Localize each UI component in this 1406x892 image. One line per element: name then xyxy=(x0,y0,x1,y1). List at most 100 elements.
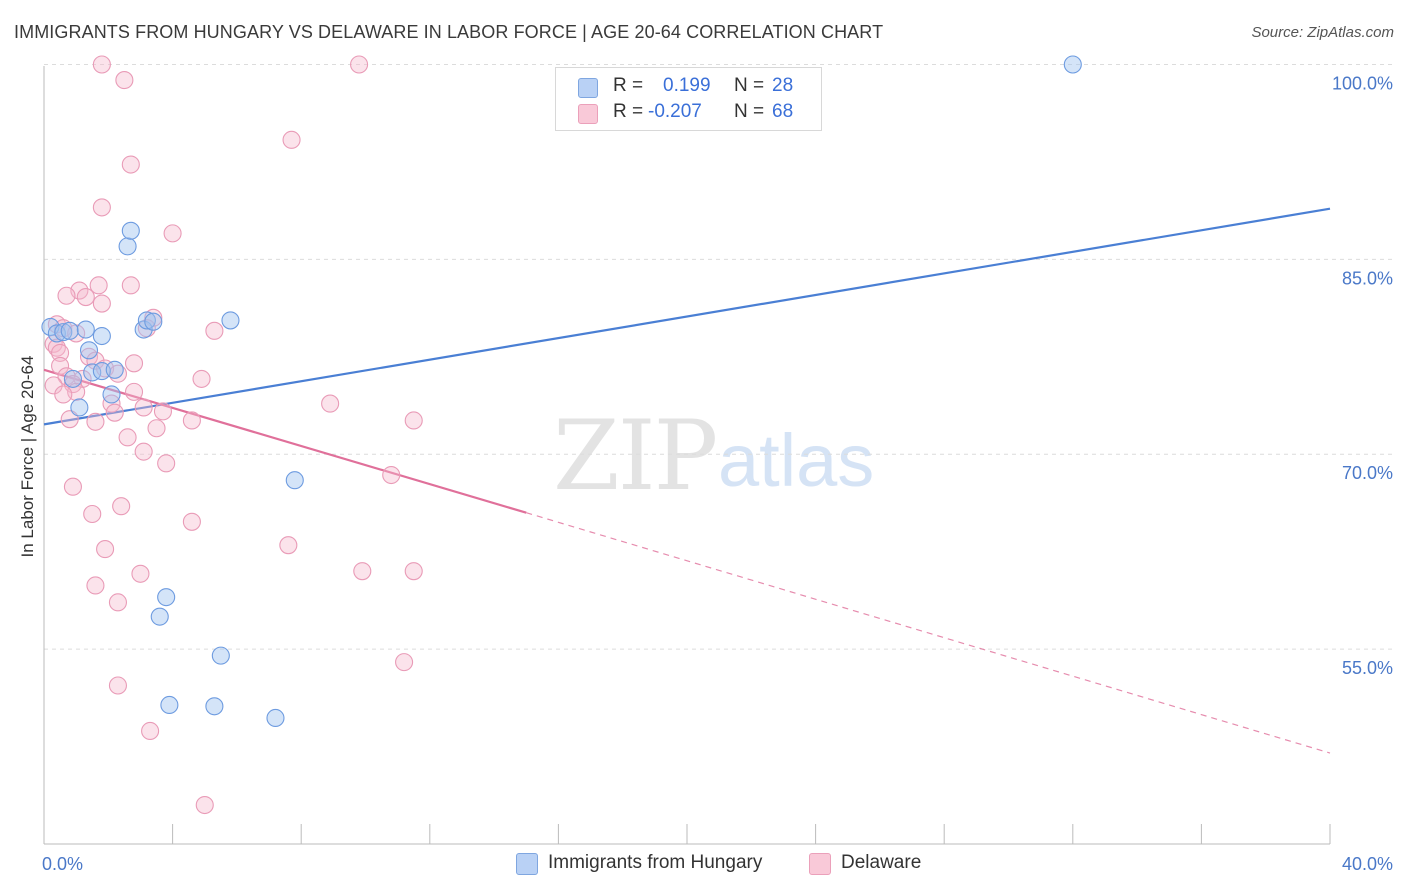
data-point-hungary xyxy=(92,326,111,346)
legend-r-value-hungary: 0.199 xyxy=(663,75,711,96)
legend-n-value-hungary: 28 xyxy=(772,75,794,96)
data-point-delaware xyxy=(115,71,134,90)
data-point-delaware xyxy=(54,385,73,404)
y-tick-label: 55.0% xyxy=(1342,658,1393,678)
data-point-delaware xyxy=(124,382,144,401)
bottom-legend-label-hungary: Immigrants from Hungary xyxy=(548,852,763,873)
grid-lines xyxy=(44,63,1392,650)
data-point-delaware xyxy=(182,512,201,531)
data-point-delaware xyxy=(205,321,224,340)
data-point-hungary xyxy=(70,398,89,417)
x-tick-label: 40.0% xyxy=(1342,854,1393,874)
data-point-hungary xyxy=(266,708,285,728)
data-point-hungary xyxy=(102,385,121,404)
data-point-delaware xyxy=(124,354,144,373)
data-point-hungary xyxy=(54,323,73,342)
data-point-delaware xyxy=(353,562,372,581)
data-point-delaware xyxy=(86,576,105,595)
data-point-hungary xyxy=(144,312,163,331)
legend-n-label: N = xyxy=(734,101,765,122)
y-axis-title: In Labor Force | Age 20-64 xyxy=(18,356,37,558)
y-tick-label: 70.0% xyxy=(1342,463,1393,483)
data-point-delaware xyxy=(47,338,66,357)
data-point-delaware xyxy=(131,564,150,583)
trend-line-hungary xyxy=(43,207,1331,426)
data-point-hungary xyxy=(211,646,230,665)
x-tick-label: 0.0% xyxy=(42,854,83,874)
data-point-delaware xyxy=(63,477,82,496)
data-point-delaware xyxy=(44,376,63,395)
data-point-hungary xyxy=(105,360,124,379)
data-point-delaware xyxy=(404,411,423,430)
data-point-delaware xyxy=(350,55,369,74)
data-point-delaware xyxy=(157,454,176,473)
bottom-legend-swatch-delaware xyxy=(809,853,831,875)
legend-r-value-delaware: -0.207 xyxy=(648,101,702,122)
legend-r-label: R = xyxy=(613,101,644,122)
data-point-delaware xyxy=(279,536,298,555)
data-point-delaware xyxy=(153,402,173,421)
chart-title: IMMIGRANTS FROM HUNGARY VS DELAWARE IN L… xyxy=(14,22,884,42)
legend-n-value-delaware: 68 xyxy=(772,101,794,122)
data-point-delaware xyxy=(92,55,111,74)
data-point-hungary xyxy=(137,311,156,330)
data-point-delaware xyxy=(108,593,127,612)
data-point-delaware xyxy=(57,286,76,305)
bottom-legend-swatch-hungary xyxy=(516,853,538,875)
data-point-delaware xyxy=(382,465,401,485)
data-point-delaware xyxy=(92,198,111,217)
data-point-delaware xyxy=(108,676,127,695)
legend-n-label: N = xyxy=(734,75,765,96)
bottom-legend-label-delaware: Delaware xyxy=(841,852,922,873)
data-point-hungary xyxy=(1063,55,1082,74)
data-point-delaware xyxy=(112,497,131,516)
data-point-delaware xyxy=(163,224,182,243)
data-point-hungary xyxy=(150,607,169,626)
data-point-delaware xyxy=(51,356,70,375)
data-point-delaware xyxy=(105,403,124,422)
legend-r-label: R = xyxy=(613,75,644,96)
data-point-delaware xyxy=(404,562,423,581)
data-point-hungary xyxy=(79,341,99,360)
data-point-delaware xyxy=(121,155,140,174)
trend-line-delaware xyxy=(43,368,527,514)
axes xyxy=(43,66,1331,845)
data-point-delaware xyxy=(192,369,211,388)
watermark-zip: ZIP xyxy=(553,400,718,512)
data-point-delaware xyxy=(321,394,340,413)
trend-lines xyxy=(43,207,1331,754)
data-point-hungary xyxy=(160,695,179,715)
data-point-delaware xyxy=(86,412,105,431)
data-point-hungary xyxy=(221,311,240,330)
data-point-delaware xyxy=(86,351,105,370)
data-point-hungary xyxy=(118,237,137,256)
data-point-hungary xyxy=(63,369,82,388)
y-tick-label: 85.0% xyxy=(1342,268,1393,288)
data-point-hungary xyxy=(92,362,111,381)
legend-swatch-hungary xyxy=(578,78,598,98)
watermark-atlas: atlas xyxy=(718,419,875,502)
correlation-legend: R = 0.199 N = 28 R = -0.207 N = 68 xyxy=(555,67,822,131)
data-point-delaware xyxy=(51,343,70,362)
legend-row-delaware: R = -0.207 N = 68 xyxy=(556,101,821,127)
data-point-delaware xyxy=(89,276,108,295)
data-point-delaware xyxy=(60,410,79,429)
axis-labels: 55.0% 70.0% 85.0% 100.0% 0.0% 40.0% In Labor F… xyxy=(18,73,1393,874)
data-point-hungary xyxy=(121,221,140,240)
data-point-delaware xyxy=(118,428,137,447)
data-point-hungary xyxy=(83,363,102,382)
data-point-hungary xyxy=(157,588,176,607)
data-point-delaware xyxy=(134,398,153,417)
data-point-delaware xyxy=(92,294,111,313)
data-point-delaware xyxy=(83,504,102,524)
data-point-delaware xyxy=(182,411,201,430)
data-point-delaware xyxy=(96,540,115,559)
data-point-delaware xyxy=(147,419,166,438)
data-point-hungary xyxy=(205,697,224,716)
data-point-delaware xyxy=(134,442,153,461)
trend-line-delaware-extrapolated xyxy=(526,512,1331,754)
data-point-delaware xyxy=(195,795,214,815)
y-tick-label: 100.0% xyxy=(1332,73,1393,93)
data-point-delaware xyxy=(121,276,140,295)
